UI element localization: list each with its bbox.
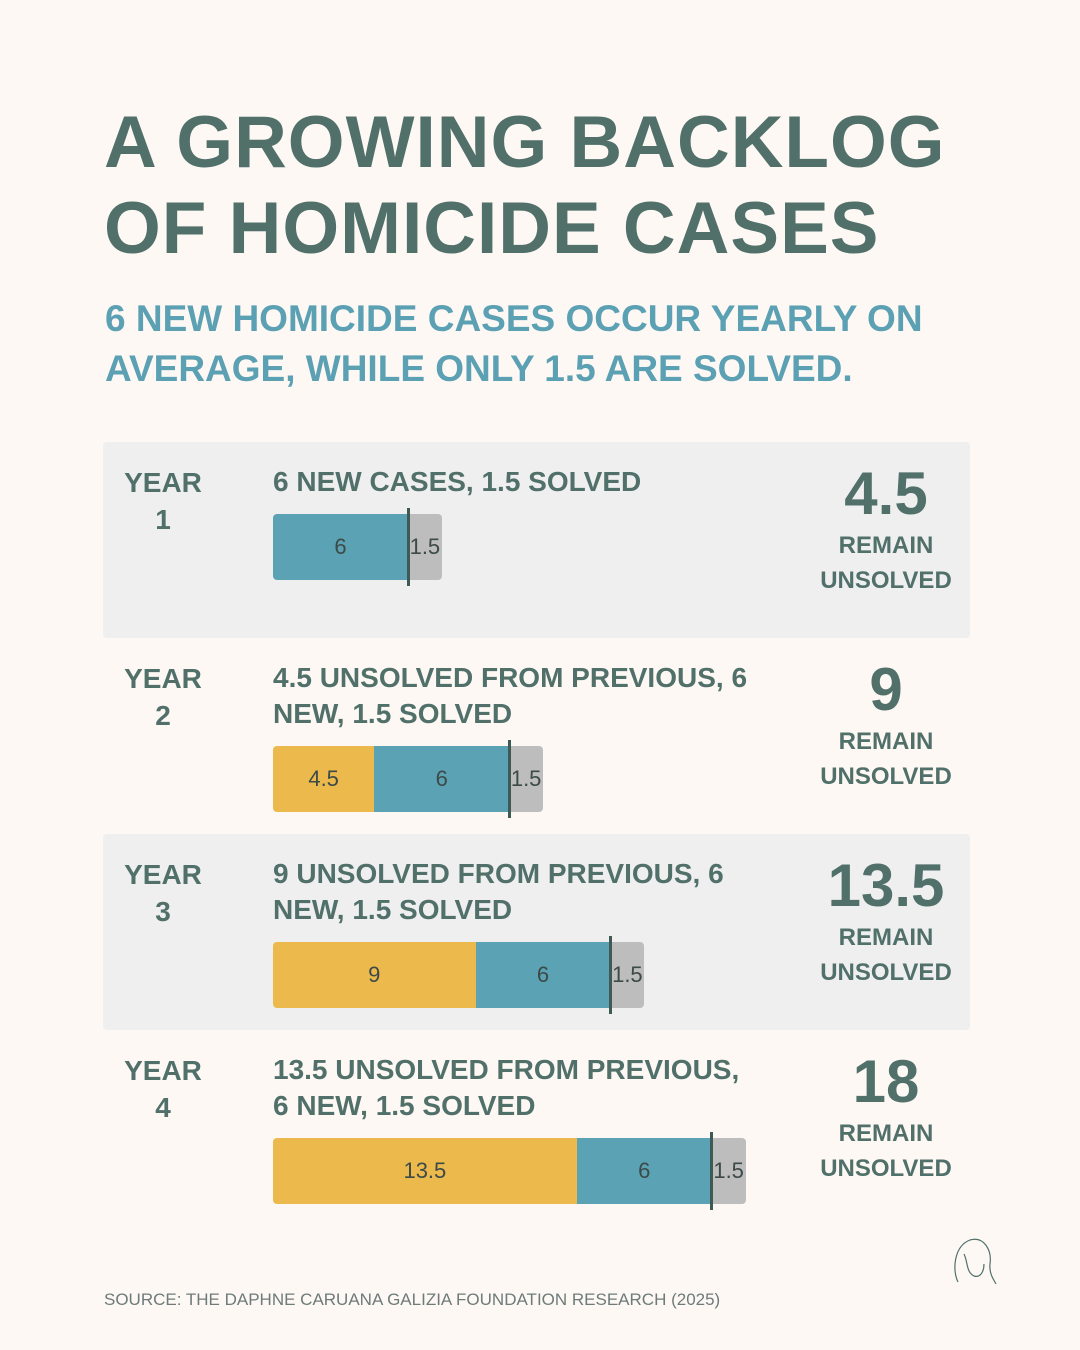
remaining-label: REMAIN UNSOLVED [820,532,952,594]
bar-segment: 1.5 [408,514,442,580]
year-label: YEAR 3 [124,859,202,927]
year-label: YEAR 2 [124,663,202,731]
solved-divider [406,508,410,586]
subtitle: 6 NEW HOMICIDE CASES OCCUR YEARLY ON AVE… [105,298,923,389]
bar-segment: 1.5 [610,942,645,1008]
remaining: 18 REMAIN UNSOLVED [803,1048,969,1186]
bar-segment: 1.5 [509,746,543,812]
row-main: 13.5 UNSOLVED FROM PREVIOUS, 6 NEW, 1.5 … [273,1052,753,1210]
remaining-value: 4.5 [844,460,928,527]
remaining: 4.5 REMAIN UNSOLVED [803,460,969,598]
description: 9 UNSOLVED FROM PREVIOUS, 6 NEW, 1.5 SOL… [273,858,724,925]
remaining-label: REMAIN UNSOLVED [820,728,952,790]
stacked-bar: 6 1.5 [273,508,753,586]
bar-segment: 6 [475,942,611,1008]
bar-segment: 9 [273,942,476,1008]
remaining-value: 18 [852,1048,920,1115]
remaining-value: 13.5 [827,852,945,919]
row-main: 6 NEW CASES, 1.5 SOLVED 6 1.5 [273,464,753,586]
solved-divider [507,740,511,818]
row: YEAR 4 13.5 UNSOLVED FROM PREVIOUS, 6 NEW… [103,1030,970,1226]
bar-segment: 6 [576,1138,712,1204]
remaining: 13.5 REMAIN UNSOLVED [803,852,969,990]
bar-segment: 13.5 [273,1138,577,1204]
bar-segment: 4.5 [273,746,375,812]
title: A GROWING BACKLOG OF HOMICIDE CASES [104,102,946,269]
description: 13.5 UNSOLVED FROM PREVIOUS, 6 NEW, 1.5 … [273,1054,740,1121]
remaining-label: REMAIN UNSOLVED [820,924,952,986]
source: SOURCE: THE DAPHNE CARUANA GALIZIA FOUND… [104,1290,721,1309]
year-label: YEAR 1 [124,467,202,535]
remaining-value: 9 [869,656,903,723]
stacked-bar: 13.5 6 1.5 [273,1132,753,1210]
description: 4.5 UNSOLVED FROM PREVIOUS, 6 NEW, 1.5 S… [273,662,748,729]
stacked-bar: 4.5 6 1.5 [273,740,753,818]
row: YEAR 1 6 NEW CASES, 1.5 SOLVED 6 1.5 4.5 REMA… [103,442,970,638]
remaining: 9 REMAIN UNSOLVED [803,656,969,794]
row-main: 4.5 UNSOLVED FROM PREVIOUS, 6 NEW, 1.5 S… [273,660,753,818]
year-label: YEAR 4 [124,1055,202,1123]
row-main: 9 UNSOLVED FROM PREVIOUS, 6 NEW, 1.5 SOL… [273,856,753,1014]
bar-segment: 6 [273,514,408,580]
row: YEAR 3 9 UNSOLVED FROM PREVIOUS, 6 NEW, 1… [103,834,970,1030]
logo [954,1238,997,1285]
bar-segment: 1.5 [711,1138,746,1204]
bar-segment: 6 [374,746,510,812]
solved-divider [609,936,612,1014]
remaining-label: REMAIN UNSOLVED [820,1120,952,1182]
solved-divider [710,1132,714,1210]
stacked-bar: 9 6 1.5 [273,936,753,1014]
description: 6 NEW CASES, 1.5 SOLVED [273,466,642,497]
row: YEAR 2 4.5 UNSOLVED FROM PREVIOUS, 6 NEW,… [103,638,970,834]
